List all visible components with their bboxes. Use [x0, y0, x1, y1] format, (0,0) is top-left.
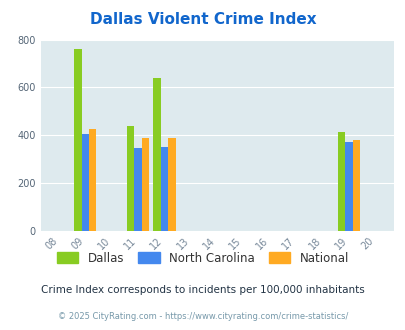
Text: Dallas Violent Crime Index: Dallas Violent Crime Index: [90, 12, 315, 27]
Bar: [352, 140, 359, 231]
Bar: [81, 134, 89, 231]
Bar: [160, 147, 168, 231]
Text: © 2025 CityRating.com - https://www.cityrating.com/crime-statistics/: © 2025 CityRating.com - https://www.city…: [58, 312, 347, 321]
Bar: [127, 126, 134, 231]
Bar: [345, 143, 352, 231]
Bar: [337, 132, 345, 231]
Bar: [89, 129, 96, 231]
Bar: [74, 49, 81, 231]
Bar: [153, 78, 160, 231]
Text: Crime Index corresponds to incidents per 100,000 inhabitants: Crime Index corresponds to incidents per…: [41, 285, 364, 295]
Legend: Dallas, North Carolina, National: Dallas, North Carolina, National: [52, 247, 353, 269]
Bar: [141, 138, 149, 231]
Bar: [134, 148, 141, 231]
Bar: [168, 138, 175, 231]
